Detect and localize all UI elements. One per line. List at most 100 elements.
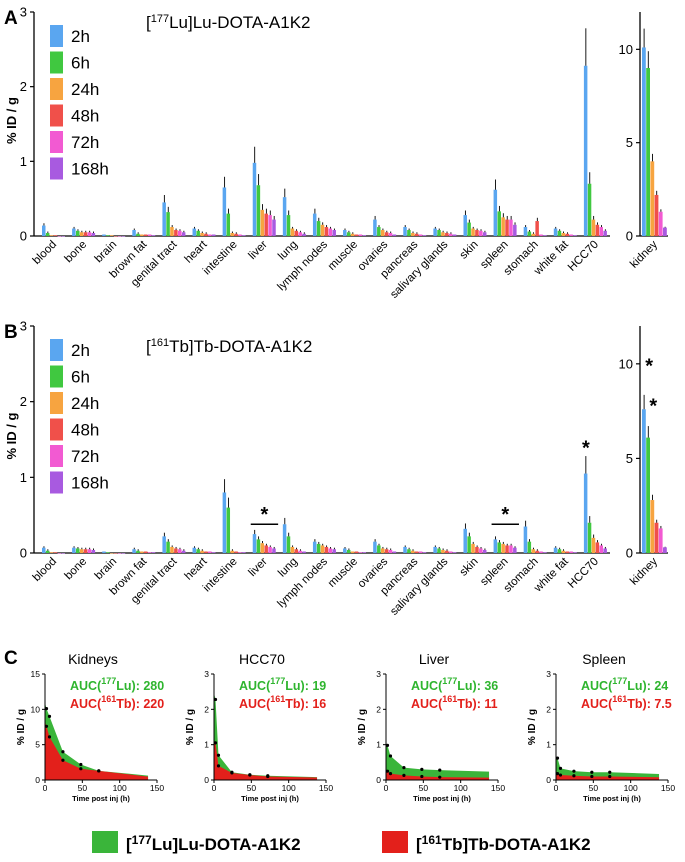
bar-2h bbox=[373, 541, 377, 553]
bar-24h bbox=[380, 230, 385, 236]
point-lu bbox=[420, 767, 424, 772]
bar-72h bbox=[178, 549, 182, 553]
point-lu bbox=[558, 766, 563, 770]
bar-48h bbox=[294, 549, 299, 553]
bar-48h bbox=[475, 546, 479, 553]
bar-72h bbox=[388, 549, 393, 553]
bar-48h bbox=[83, 549, 88, 553]
y-tick-label: 15 bbox=[31, 669, 41, 679]
bar-48h bbox=[324, 227, 329, 236]
bar-48h bbox=[354, 234, 359, 236]
legend-label-168h: 168h bbox=[71, 474, 109, 493]
point-lu bbox=[44, 707, 49, 711]
bar-6h bbox=[527, 541, 532, 553]
auc-chart-liver bbox=[383, 673, 499, 783]
bar-168h bbox=[121, 553, 126, 554]
bar-6h bbox=[166, 212, 170, 236]
bar-168h bbox=[91, 549, 96, 553]
auc-chart-hcc70 bbox=[211, 673, 327, 783]
bar-72h bbox=[147, 552, 152, 553]
bar-2h bbox=[343, 548, 347, 553]
kidney-bar-24h bbox=[650, 500, 655, 553]
legend-label-2h: 2h bbox=[71, 341, 90, 360]
bar-6h bbox=[256, 185, 261, 236]
bar-24h bbox=[350, 233, 355, 236]
chart-title: Kidneys bbox=[68, 651, 118, 667]
bar-168h bbox=[573, 235, 577, 236]
bar-72h bbox=[569, 551, 573, 553]
x-tick-label: liver bbox=[246, 556, 270, 580]
bar-168h bbox=[242, 235, 246, 236]
bar-168h bbox=[242, 552, 246, 553]
bar-168h bbox=[543, 235, 547, 236]
bar-72h bbox=[328, 228, 333, 236]
bar-168h bbox=[362, 235, 367, 236]
legend-label-6h: 6h bbox=[71, 368, 90, 387]
kidney-bar-2h bbox=[642, 47, 646, 236]
bar-72h bbox=[87, 549, 92, 553]
bar-48h bbox=[384, 549, 389, 553]
x-axis-label: Time post inj (h) bbox=[583, 794, 641, 803]
bar-6h bbox=[437, 548, 441, 553]
bar-72h bbox=[358, 552, 363, 553]
bar-2h bbox=[343, 230, 347, 236]
bar-48h bbox=[174, 548, 178, 553]
bar-6h bbox=[76, 548, 80, 553]
bar-48h bbox=[445, 233, 449, 236]
point-lu bbox=[402, 766, 406, 770]
significance-star: * bbox=[501, 504, 509, 526]
bar-72h bbox=[298, 550, 302, 553]
bar-2h bbox=[583, 65, 588, 236]
bar-24h bbox=[260, 543, 265, 553]
bar-24h bbox=[79, 549, 84, 553]
bar-168h bbox=[151, 552, 156, 553]
legend-swatch-72h bbox=[50, 445, 63, 467]
point-tb bbox=[590, 774, 594, 779]
bar-6h bbox=[497, 542, 501, 553]
y-tick-label: 0 bbox=[35, 775, 40, 785]
x-tick-label: brain bbox=[93, 556, 120, 583]
bar-24h bbox=[290, 546, 295, 553]
bar-72h bbox=[208, 551, 212, 553]
x-axis-label: Time post inj (h) bbox=[72, 794, 130, 803]
bar-2h bbox=[553, 228, 558, 236]
kidney-y-tick-label: 5 bbox=[626, 135, 633, 150]
bar-72h bbox=[298, 232, 302, 236]
legend-swatch-48h bbox=[50, 104, 63, 127]
bar-48h bbox=[354, 551, 359, 553]
bar-6h bbox=[286, 536, 291, 553]
bar-2h bbox=[433, 546, 437, 553]
y-tick-label: 1 bbox=[20, 470, 27, 485]
bar-6h bbox=[166, 541, 170, 553]
y-tick-label: 3 bbox=[20, 5, 27, 20]
x-tick-label: HCC70 bbox=[566, 556, 601, 591]
bar-24h bbox=[110, 235, 114, 236]
point-lu bbox=[572, 769, 576, 773]
legend-swatch-lu bbox=[92, 831, 118, 853]
y-axis-label: % ID / g bbox=[4, 97, 19, 144]
x-tick-label: bone bbox=[63, 556, 90, 583]
point-lu bbox=[608, 770, 612, 774]
bar-2h bbox=[493, 189, 498, 236]
bar-6h bbox=[527, 231, 532, 236]
y-axis-label: % ID / g bbox=[185, 709, 196, 745]
bar-2h bbox=[102, 234, 106, 236]
bar-168h bbox=[61, 236, 65, 237]
bar-24h bbox=[260, 209, 265, 236]
x-tick-label: 0 bbox=[43, 783, 48, 793]
bar-72h bbox=[117, 553, 122, 554]
bar-24h bbox=[501, 217, 505, 236]
bar-6h bbox=[136, 233, 140, 236]
bar-24h bbox=[170, 546, 174, 553]
bar-168h bbox=[332, 549, 336, 553]
x-axis-label: Time post inj (h) bbox=[241, 794, 299, 803]
bar-6h bbox=[316, 543, 321, 553]
bar-48h bbox=[264, 545, 268, 553]
y-tick-label: 0 bbox=[546, 775, 551, 785]
bar-72h bbox=[178, 230, 182, 236]
bar-2h bbox=[523, 526, 528, 553]
y-tick-label: 3 bbox=[376, 669, 381, 679]
bar-72h bbox=[509, 219, 513, 236]
bar-2h bbox=[312, 213, 317, 236]
bar-6h bbox=[377, 545, 381, 553]
